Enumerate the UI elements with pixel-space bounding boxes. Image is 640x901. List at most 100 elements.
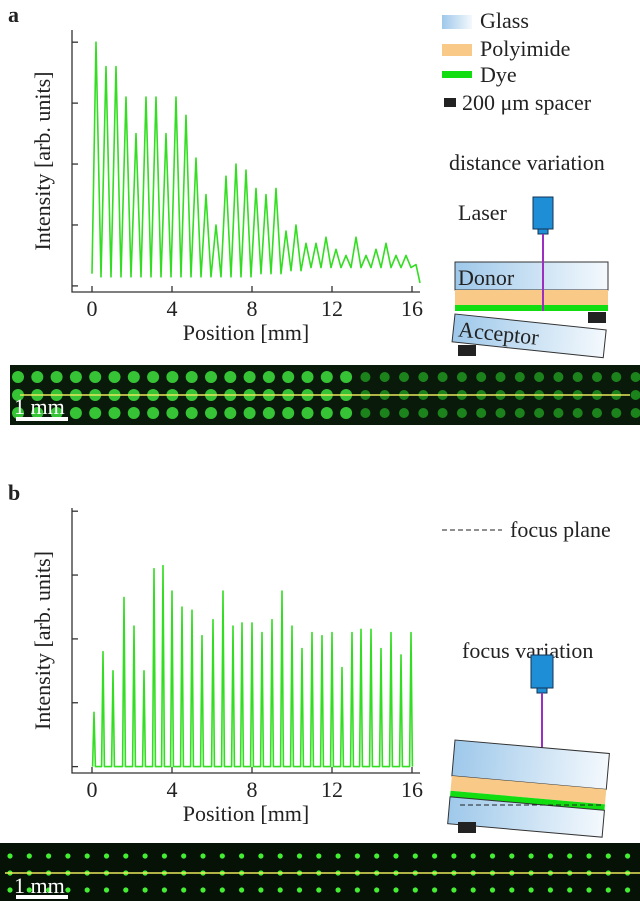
- micro-spot: [625, 853, 631, 859]
- micro-spot: [335, 853, 341, 859]
- micro-spot: [185, 407, 198, 419]
- micro-spot: [379, 408, 390, 418]
- micro-spot: [69, 371, 82, 383]
- micro-spot: [316, 853, 322, 859]
- micro-spot: [205, 407, 217, 419]
- micro-spot: [181, 887, 187, 893]
- micro-spot: [567, 887, 573, 893]
- scale-label: 1 mm: [14, 873, 65, 898]
- micro-spot: [340, 371, 353, 383]
- micro-spot: [399, 372, 409, 382]
- micro-spot: [205, 371, 217, 383]
- micro-spot: [437, 372, 448, 382]
- micro-spot: [161, 887, 167, 893]
- micro-spot: [432, 853, 438, 859]
- micro-spot: [418, 372, 429, 382]
- micro-spot: [46, 887, 52, 893]
- micro-spot: [239, 853, 245, 859]
- panel-label: b: [8, 480, 20, 505]
- micro-spot: [12, 389, 24, 401]
- intensity-line: [91, 41, 421, 284]
- micro-spot: [161, 853, 167, 859]
- micro-spot: [243, 407, 256, 419]
- micro-spot: [630, 408, 640, 418]
- spacer: [588, 312, 606, 323]
- micro-spot: [258, 887, 264, 893]
- x-tick-label: 4: [167, 777, 178, 802]
- micro-spot: [489, 887, 496, 893]
- micro-spot: [65, 887, 71, 893]
- polyimide-swatch: [442, 44, 472, 56]
- y-axis-label: Intensity [arb. units]: [30, 551, 55, 730]
- micro-spot: [470, 887, 476, 893]
- micro-spot: [301, 371, 314, 383]
- x-tick-label: 0: [87, 777, 98, 802]
- micro-spot: [219, 887, 225, 893]
- micro-spot: [586, 887, 592, 893]
- micro-spot: [360, 372, 371, 382]
- micro-spot: [495, 408, 506, 418]
- micro-spot: [586, 853, 592, 859]
- micro-spot: [451, 853, 457, 859]
- x-tick-label: 0: [87, 296, 98, 321]
- micro-spot: [320, 371, 333, 383]
- micro-spot: [262, 371, 275, 383]
- micro-spot: [7, 853, 13, 859]
- x-tick-label: 16: [401, 296, 423, 321]
- x-tick-label: 8: [247, 296, 258, 321]
- micro-spot: [547, 853, 554, 859]
- focus-plane-label: focus plane: [510, 517, 611, 542]
- laser-label: Laser: [458, 200, 508, 225]
- axis: [71, 508, 420, 774]
- acceptor-glass: [451, 313, 607, 359]
- micro-spot: [89, 407, 102, 419]
- micro-spot: [200, 853, 206, 859]
- x-tick-label: 12: [321, 296, 343, 321]
- micro-spot: [534, 372, 545, 382]
- micro-spot: [277, 887, 283, 893]
- micro-spot: [50, 371, 63, 383]
- micro-spot: [262, 407, 275, 419]
- micro-spot: [166, 371, 179, 383]
- spacer-swatch: [444, 98, 456, 107]
- micro-spot: [456, 372, 467, 382]
- micro-spot: [103, 887, 110, 893]
- micro-spot: [605, 887, 611, 893]
- micro-spot: [26, 887, 32, 893]
- micro-spot: [7, 887, 13, 893]
- diagram-title: distance variation: [449, 150, 605, 175]
- micro-spot: [625, 887, 631, 893]
- x-axis-label: Position [mm]: [183, 320, 310, 345]
- micro-spot: [108, 407, 121, 419]
- micro-spot: [277, 853, 283, 859]
- panel-label: a: [8, 2, 19, 27]
- micro-spot: [224, 371, 237, 383]
- micro-spot: [46, 853, 52, 859]
- x-tick-label: 8: [247, 777, 258, 802]
- micro-spot: [84, 887, 90, 893]
- diagram-title: focus variation: [462, 638, 593, 663]
- scale-label: 1 mm: [14, 394, 65, 419]
- micro-spot: [200, 887, 206, 893]
- donor-label: Donor: [458, 265, 515, 290]
- micro-spot: [412, 853, 418, 859]
- micro-spot: [374, 887, 380, 893]
- micro-spot: [282, 407, 295, 419]
- micro-spot: [495, 372, 506, 382]
- micro-spot: [12, 371, 24, 383]
- micro-spot: [31, 371, 44, 383]
- micro-spot: [399, 408, 409, 418]
- micro-spot: [335, 887, 341, 893]
- legend-text: Glass: [480, 8, 529, 33]
- laser-nozzle: [536, 687, 548, 694]
- micro-spot: [547, 887, 554, 893]
- micro-spot: [103, 853, 110, 859]
- micro-spot: [393, 853, 399, 859]
- dye-layer: [455, 305, 608, 311]
- micro-spot: [123, 887, 129, 893]
- micro-spot: [412, 887, 418, 893]
- laser-nozzle: [537, 228, 549, 235]
- micro-spot: [553, 372, 564, 382]
- micro-spot: [354, 887, 360, 893]
- micro-spot: [243, 371, 256, 383]
